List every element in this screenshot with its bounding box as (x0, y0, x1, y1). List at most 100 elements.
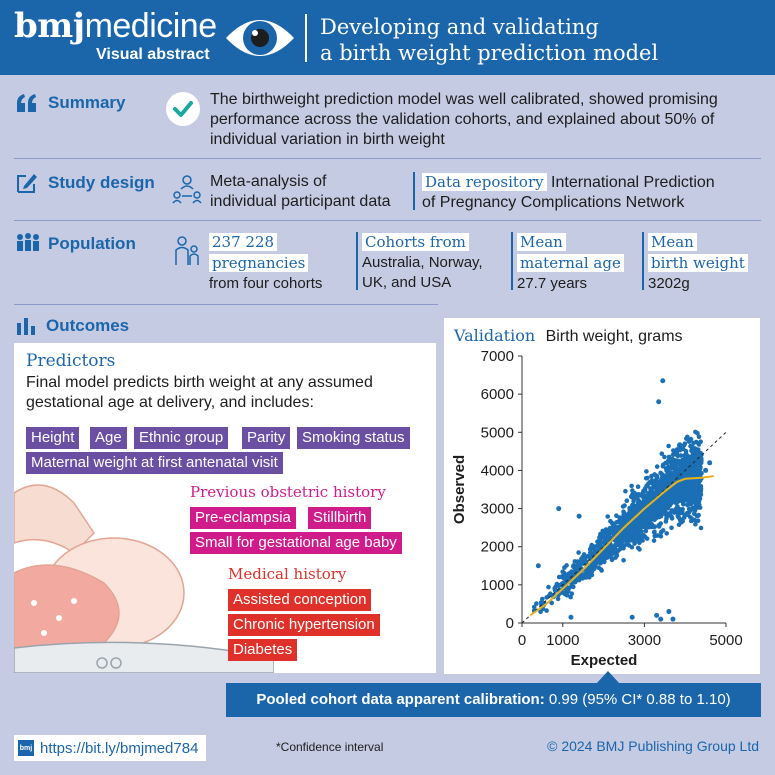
scatter-point (667, 510, 673, 516)
scatter-point (666, 454, 672, 460)
scatter-point (643, 476, 649, 481)
scatter-point (650, 491, 655, 497)
scatter-point (665, 502, 671, 508)
scatter-point (645, 481, 651, 487)
outlier-point (556, 506, 562, 512)
scatter-point (671, 448, 676, 453)
scatter-point (689, 481, 694, 487)
scatter-point (696, 434, 702, 439)
scatter-point (652, 529, 657, 534)
scatter-point (652, 517, 657, 523)
medical-tag: Diabetes (228, 639, 298, 661)
scatter-point (662, 454, 667, 460)
scatter-point (619, 519, 625, 524)
scatter-point (681, 502, 686, 507)
outlier-point (654, 612, 660, 618)
scatter-point (605, 514, 610, 519)
scatter-point (614, 538, 620, 543)
mother-child-icon (175, 236, 199, 265)
y-tick-label: 3000 (481, 501, 514, 518)
outlier-point (670, 616, 676, 622)
scatter-point (621, 558, 626, 563)
divider (642, 232, 644, 290)
predictor-tag: Smoking status (297, 427, 410, 449)
scatter-point (598, 560, 603, 566)
outlier-point (656, 399, 662, 405)
scatter-point (663, 499, 668, 504)
scatter-point (652, 481, 658, 486)
check-icon (166, 92, 200, 126)
scatter-point (693, 469, 699, 475)
scatter-point (692, 506, 698, 511)
scatter-point (659, 451, 665, 456)
scatter-point (612, 526, 618, 532)
scatter-point (572, 579, 577, 585)
scatter-point (686, 506, 692, 512)
cohorts-from: Cohorts from Australia, Norway, UK, and … (362, 233, 483, 291)
url-link[interactable]: bmj https://bit.ly/bmjmed784 (14, 735, 207, 761)
scatter-point (641, 515, 647, 521)
pregnancies-count: 237 228 pregnancies from four cohorts (209, 233, 323, 292)
scatter-point (668, 460, 674, 466)
scatter-point (649, 521, 654, 527)
x-tick-label: 3000 (628, 632, 661, 649)
scatter-point (634, 506, 639, 512)
scatter-point (698, 439, 703, 444)
scatter-point (604, 550, 609, 556)
outlier-point (658, 616, 664, 622)
scatter-point (673, 473, 678, 479)
scatter-point (688, 501, 694, 507)
data-repository: Data repository International Prediction… (422, 173, 715, 211)
scatter-point (631, 499, 636, 504)
scatter-point (580, 576, 585, 581)
divider (14, 220, 761, 221)
scatter-point (638, 536, 644, 542)
scatter-point (689, 518, 694, 524)
scatter-point (687, 466, 693, 472)
scatter-point (642, 486, 648, 491)
outlier-point (629, 614, 635, 620)
people-exchange-icon (172, 175, 202, 204)
divider (14, 158, 761, 159)
scatter-point (540, 596, 545, 602)
scatter-point (564, 563, 569, 568)
scatter-point (600, 530, 606, 535)
scatter-point (598, 557, 604, 562)
scatter-point (677, 485, 683, 491)
scatter-point (695, 430, 700, 436)
scatter-point (618, 545, 624, 551)
scatter-point (559, 574, 564, 580)
scatter-point (544, 608, 549, 613)
divider (356, 232, 358, 290)
scatter-point (664, 460, 670, 466)
scatter-point (676, 511, 682, 516)
header-divider (305, 14, 307, 62)
x-tick-label: 0 (518, 632, 526, 649)
scatter-point (597, 537, 602, 542)
scatter-point (677, 442, 682, 448)
scatter-point (634, 531, 640, 537)
x-axis-label: Expected (571, 652, 638, 669)
scatter-point (590, 544, 595, 549)
scatter-point (679, 464, 684, 469)
scatter-point (546, 584, 551, 590)
validation-label: Validation (454, 326, 536, 345)
outlier-point (660, 378, 666, 384)
scatter-point (669, 525, 674, 531)
scatter-point (674, 451, 680, 457)
scatter-point (566, 589, 571, 594)
scatter-point (694, 465, 699, 471)
scatter-point (673, 500, 678, 505)
calibration-curve (529, 475, 714, 617)
scatter-point (638, 521, 643, 526)
scatter-point (682, 441, 688, 446)
scatter-point (627, 538, 632, 543)
scatter-points (531, 378, 713, 622)
scatter-point (674, 467, 680, 473)
scatter-point (555, 596, 561, 602)
page-title: Developing and validating a birth weight… (320, 15, 659, 65)
scatter-point (623, 488, 628, 494)
scatter-point (553, 588, 558, 593)
scatter-point (670, 464, 676, 469)
scatter-point (613, 555, 618, 560)
